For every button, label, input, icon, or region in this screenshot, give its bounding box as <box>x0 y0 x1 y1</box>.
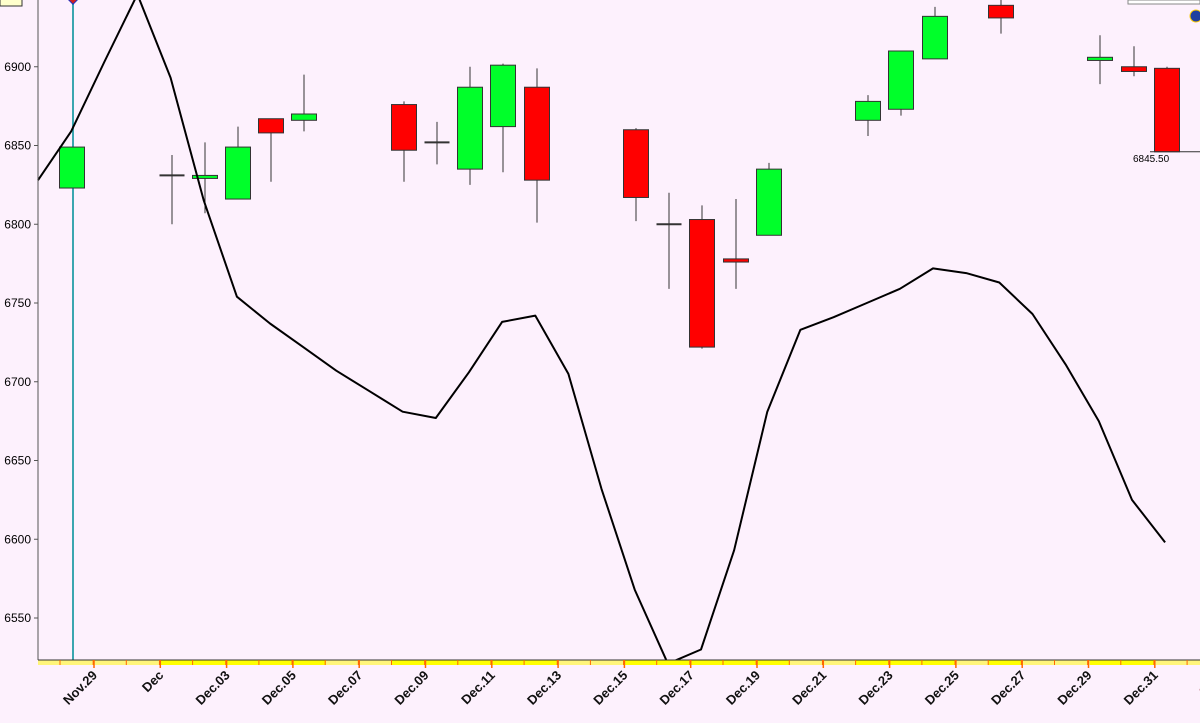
plot-area: 6845.50 <box>0 0 1200 665</box>
candle[interactable] <box>159 154 185 225</box>
candle[interactable] <box>1154 66 1180 153</box>
globe-icon[interactable] <box>1189 9 1200 23</box>
y-tick-label: 6700 <box>4 375 31 389</box>
candle[interactable] <box>623 128 649 222</box>
candle-body-down <box>723 258 749 263</box>
corner-marker-box <box>0 0 23 7</box>
candle-body-up <box>888 50 914 110</box>
candle-body-up <box>291 113 317 121</box>
y-tick-label: 6600 <box>4 532 31 546</box>
price-box <box>1127 0 1200 5</box>
x-axis-band-segment <box>38 660 160 665</box>
candle[interactable] <box>490 63 516 173</box>
candle-body-up <box>457 86 483 170</box>
candle-body-up <box>855 100 881 121</box>
candle[interactable] <box>922 6 948 60</box>
candle[interactable] <box>524 68 550 223</box>
candle[interactable] <box>689 205 715 349</box>
candle[interactable] <box>656 192 682 289</box>
y-tick-label: 6900 <box>4 60 31 74</box>
candle[interactable] <box>291 74 317 132</box>
candle[interactable] <box>457 66 483 185</box>
x-axis-band-segment <box>558 660 624 665</box>
candle-body-up <box>922 15 948 60</box>
candle-body-up <box>59 146 85 189</box>
candle[interactable] <box>59 146 85 189</box>
candle[interactable] <box>258 118 284 182</box>
candle[interactable] <box>225 126 251 200</box>
candle[interactable] <box>888 50 914 116</box>
candle[interactable] <box>723 199 749 289</box>
y-tick-label: 6850 <box>4 139 31 153</box>
cursor-marker-icon[interactable] <box>68 0 78 5</box>
candle-body-down <box>689 219 715 348</box>
candle-body-down <box>1154 67 1180 153</box>
candle-body-up <box>490 64 516 128</box>
candle[interactable] <box>756 162 782 236</box>
candle-body-down <box>258 118 284 134</box>
candle-body-up <box>225 146 251 200</box>
x-axis-band-segment <box>1022 660 1090 665</box>
candle-body-down <box>988 4 1014 19</box>
candle-body-down <box>524 86 550 181</box>
x-axis-band-segment <box>1155 660 1200 665</box>
candle[interactable] <box>1087 35 1113 85</box>
y-tick-label: 6550 <box>4 611 31 625</box>
y-tick-label: 6800 <box>4 217 31 231</box>
candle-body-down <box>1121 66 1147 72</box>
candle[interactable] <box>424 121 450 165</box>
candle[interactable] <box>988 0 1014 34</box>
y-tick-label: 6650 <box>4 454 31 468</box>
candle-body-down <box>623 129 649 198</box>
candle-body-up <box>1087 56 1113 61</box>
candle-body-up <box>192 174 218 179</box>
candle[interactable] <box>855 95 881 137</box>
candle-body-down <box>391 104 417 151</box>
x-axis-band-segment <box>955 660 988 665</box>
line-series <box>37 0 1166 665</box>
y-tick-label: 6750 <box>4 296 31 310</box>
candle[interactable] <box>391 101 417 182</box>
candle[interactable] <box>1121 46 1147 77</box>
candle-body-up <box>756 168 782 236</box>
last-price-label: 6845.50 <box>1133 154 1170 165</box>
